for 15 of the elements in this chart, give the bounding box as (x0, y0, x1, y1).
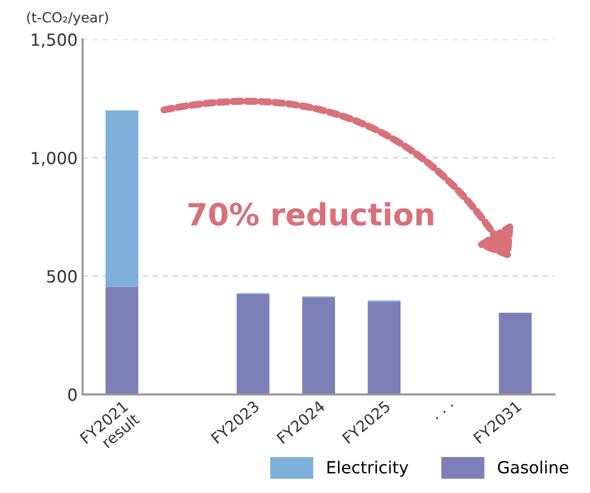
legend-label: Gasoline (498, 460, 568, 474)
bar (498, 312, 532, 394)
bar (106, 110, 138, 287)
y-axis-title: (t-CO₂/year) (27, 12, 108, 26)
y-tick-label: 1,500 (32, 33, 77, 48)
bar (106, 286, 138, 394)
y-tick-label: 0 (68, 388, 77, 401)
legend-label: Electricity (328, 460, 408, 477)
x-tick-label: · · · (436, 404, 454, 420)
bar (236, 294, 270, 394)
bar (368, 302, 401, 394)
y-tick-label: 500 (47, 270, 77, 283)
y-tick-label: 1,000 (32, 152, 77, 166)
bar (302, 297, 335, 394)
annotation: 70% reduction (188, 202, 434, 226)
